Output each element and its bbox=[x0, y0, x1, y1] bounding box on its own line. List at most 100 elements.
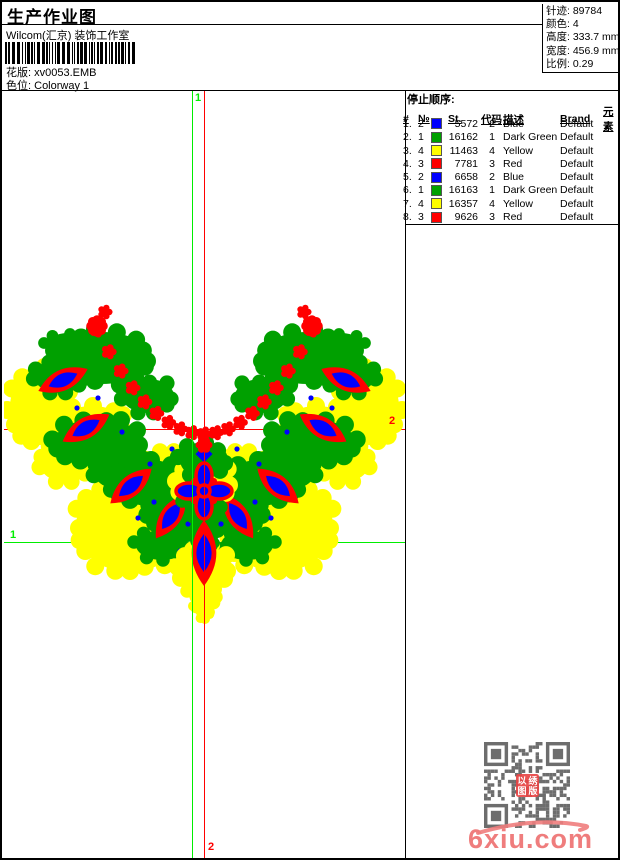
stitch-cell: 16162 bbox=[448, 131, 478, 144]
code-cell: 4 bbox=[489, 144, 495, 157]
desc-cell: Blue bbox=[503, 171, 525, 184]
barcode bbox=[5, 42, 135, 64]
svg-text:以: 以 bbox=[517, 776, 526, 786]
brand-cell: Default bbox=[560, 197, 594, 210]
stat-value: 0.29 bbox=[572, 57, 594, 70]
stitch-cell: 5572 bbox=[454, 117, 478, 130]
brand-cell: Default bbox=[560, 117, 594, 130]
needle-cell: 4 bbox=[418, 144, 424, 157]
brand-cell: Default bbox=[560, 131, 594, 144]
seq-cell: 5. bbox=[403, 171, 412, 184]
thread-color-swatch bbox=[431, 211, 442, 223]
svg-text:版: 版 bbox=[527, 785, 537, 796]
table-row: 5. 2 6658 2 Blue Default bbox=[403, 170, 618, 184]
stat-value: 4 bbox=[572, 18, 579, 31]
stat-label: 针迹: bbox=[546, 5, 573, 17]
stat-label: 宽度: bbox=[546, 44, 573, 57]
table-bottom-divider bbox=[405, 224, 618, 225]
seq-cell: 1. bbox=[403, 117, 412, 130]
needle-cell: 3 bbox=[418, 211, 424, 224]
stat-value: 456.9 mm bbox=[572, 44, 620, 57]
brand-cell: Default bbox=[560, 144, 594, 157]
stitch-cell: 11463 bbox=[449, 144, 478, 157]
table-row: 3. 4 11463 4 Yellow Default bbox=[403, 144, 618, 157]
desc-cell: Dark Green bbox=[503, 184, 558, 197]
table-header-row: # № St. 代码 描述 Brand 元素 bbox=[403, 104, 618, 133]
start-marker-left: 1 bbox=[10, 529, 17, 541]
code-cell: 2 bbox=[489, 171, 495, 184]
needle-cell: 2 bbox=[418, 117, 424, 130]
brand-cell: Default bbox=[560, 184, 594, 197]
code-cell: 1 bbox=[489, 184, 495, 197]
desc-cell: Yellow bbox=[503, 197, 533, 210]
stat-label: 高度: bbox=[546, 31, 573, 44]
main-vertical-divider bbox=[405, 90, 406, 858]
svg-text:图: 图 bbox=[517, 786, 526, 796]
stat-value: 89784 bbox=[572, 5, 603, 17]
desc-cell: Red bbox=[503, 157, 523, 170]
table-row: 1. 2 5572 2 Blue Default bbox=[403, 117, 618, 130]
needle-cell: 1 bbox=[418, 184, 424, 197]
stitch-cell: 16163 bbox=[448, 184, 478, 197]
pattern-value: xv0053.EMB bbox=[34, 67, 97, 79]
design-stats-box: 针迹: 89784 颜色: 4 高度: 333.7 mm 宽度: 456.9 mm 比例… bbox=[542, 4, 620, 73]
seq-cell: 3. bbox=[403, 144, 412, 157]
code-cell: 1 bbox=[489, 131, 495, 144]
qr-code: 以绣图版 bbox=[484, 742, 570, 828]
svg-text:绣: 绣 bbox=[527, 775, 538, 786]
pattern-label: 花版: bbox=[6, 67, 32, 79]
table-row: 8. 3 9626 3 Red Default bbox=[403, 210, 618, 224]
watermark-swoosh bbox=[476, 820, 590, 835]
stat-row: 针迹: 89784 bbox=[546, 5, 618, 18]
needle-cell: 4 bbox=[418, 197, 424, 210]
seq-cell: 2. bbox=[403, 131, 412, 144]
start-marker-top: 1 bbox=[195, 92, 202, 104]
brand-cell: Default bbox=[560, 171, 594, 184]
desc-cell: Yellow bbox=[503, 144, 533, 157]
colorway-row: 色位: Colorway 1 bbox=[6, 77, 89, 93]
end-marker-right: 2 bbox=[389, 415, 396, 427]
thread-color-swatch bbox=[431, 158, 442, 170]
studio-name: Wilcom(汇京) 装饰工作室 bbox=[6, 30, 130, 42]
stat-label: 比例: bbox=[546, 57, 573, 70]
desc-cell: Red bbox=[503, 211, 523, 224]
column-header: # bbox=[403, 113, 409, 125]
design-preview bbox=[4, 304, 405, 624]
column-header: 元素 bbox=[603, 106, 614, 133]
brand-cell: Default bbox=[560, 157, 594, 170]
code-cell: 2 bbox=[489, 117, 495, 130]
stat-row: 高度: 333.7 mm bbox=[546, 31, 618, 44]
page-title: 生产作业图 bbox=[7, 8, 97, 27]
column-header: Brand bbox=[560, 113, 591, 125]
column-header: 描述 bbox=[503, 113, 524, 126]
seq-cell: 4. bbox=[403, 157, 412, 170]
thread-color-swatch bbox=[431, 171, 442, 183]
ruler-end-vline bbox=[204, 91, 205, 858]
column-header: № bbox=[418, 113, 430, 125]
end-marker-bottom: 2 bbox=[208, 841, 215, 853]
seq-cell: 7. bbox=[403, 197, 412, 210]
desc-cell: Dark Green bbox=[503, 131, 558, 144]
thread-color-swatch bbox=[431, 118, 442, 130]
stat-row: 宽度: 456.9 mm bbox=[546, 44, 620, 58]
code-cell: 3 bbox=[489, 157, 495, 170]
needle-cell: 2 bbox=[418, 171, 424, 184]
column-header: St. bbox=[448, 113, 462, 125]
table-row: 2. 1 16162 1 Dark Green Default bbox=[403, 131, 618, 144]
pattern-row: 花版: xv0053.EMB bbox=[6, 64, 97, 80]
stitch-cell: 6658 bbox=[454, 171, 478, 184]
needle-cell: 1 bbox=[418, 131, 424, 144]
ruler-start-vline bbox=[192, 91, 193, 858]
colorway-value: Colorway 1 bbox=[34, 80, 90, 92]
stitch-cell: 7781 bbox=[454, 157, 478, 170]
stat-row: 比例: 0.29 bbox=[546, 57, 618, 71]
stitch-cell: 9626 bbox=[454, 211, 478, 224]
thread-color-swatch bbox=[431, 198, 442, 210]
code-cell: 3 bbox=[489, 211, 495, 224]
colorway-label: 色位: bbox=[6, 80, 32, 92]
stop-sequence-table: # № St. 代码 描述 Brand 元素 1. 2 5572 2 Blue Default 2. 1 16… bbox=[403, 104, 618, 224]
header-divider bbox=[2, 90, 618, 91]
code-cell: 4 bbox=[489, 197, 495, 210]
thread-color-swatch bbox=[431, 184, 442, 196]
